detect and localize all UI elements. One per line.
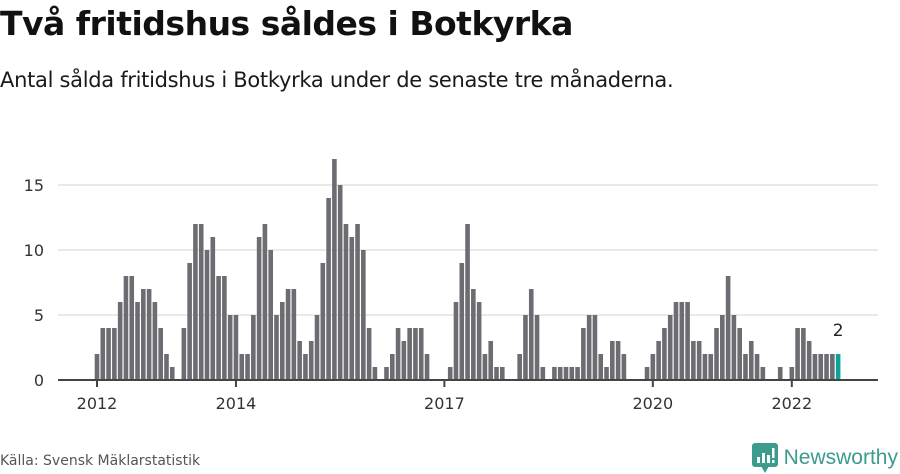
chart-title: Två fritidshus såldes i Botkyrka (0, 4, 573, 43)
last-value-annotation: 2 (833, 321, 844, 341)
svg-text:2022: 2022 (771, 394, 812, 413)
bars (94, 159, 841, 380)
svg-text:2017: 2017 (424, 394, 465, 413)
brand-logo[interactable]: Newsworthy (751, 443, 898, 473)
source-credit: Källa: Svensk Mäklarstatistik (0, 453, 201, 469)
svg-text:2014: 2014 (216, 394, 257, 413)
chart-subtitle: Antal sålda fritidshus i Botkyrka under … (0, 68, 674, 92)
bar-chart: 0 5 10 15 2012 2014 2017 2020 2022 2 (24, 159, 878, 413)
svg-text:2: 2 (833, 321, 844, 341)
brand-name: Newsworthy (783, 446, 898, 469)
svg-text:2012: 2012 (77, 394, 118, 413)
svg-text:0: 0 (34, 371, 44, 390)
svg-text:15: 15 (24, 176, 44, 195)
x-axis: 2012 2014 2017 2020 2022 (58, 379, 878, 413)
svg-text:10: 10 (24, 241, 44, 260)
bar-chart-speech-bubble-icon (751, 443, 778, 473)
svg-text:5: 5 (34, 306, 44, 325)
y-axis-labels: 0 5 10 15 (24, 176, 44, 390)
svg-text:2020: 2020 (632, 394, 673, 413)
